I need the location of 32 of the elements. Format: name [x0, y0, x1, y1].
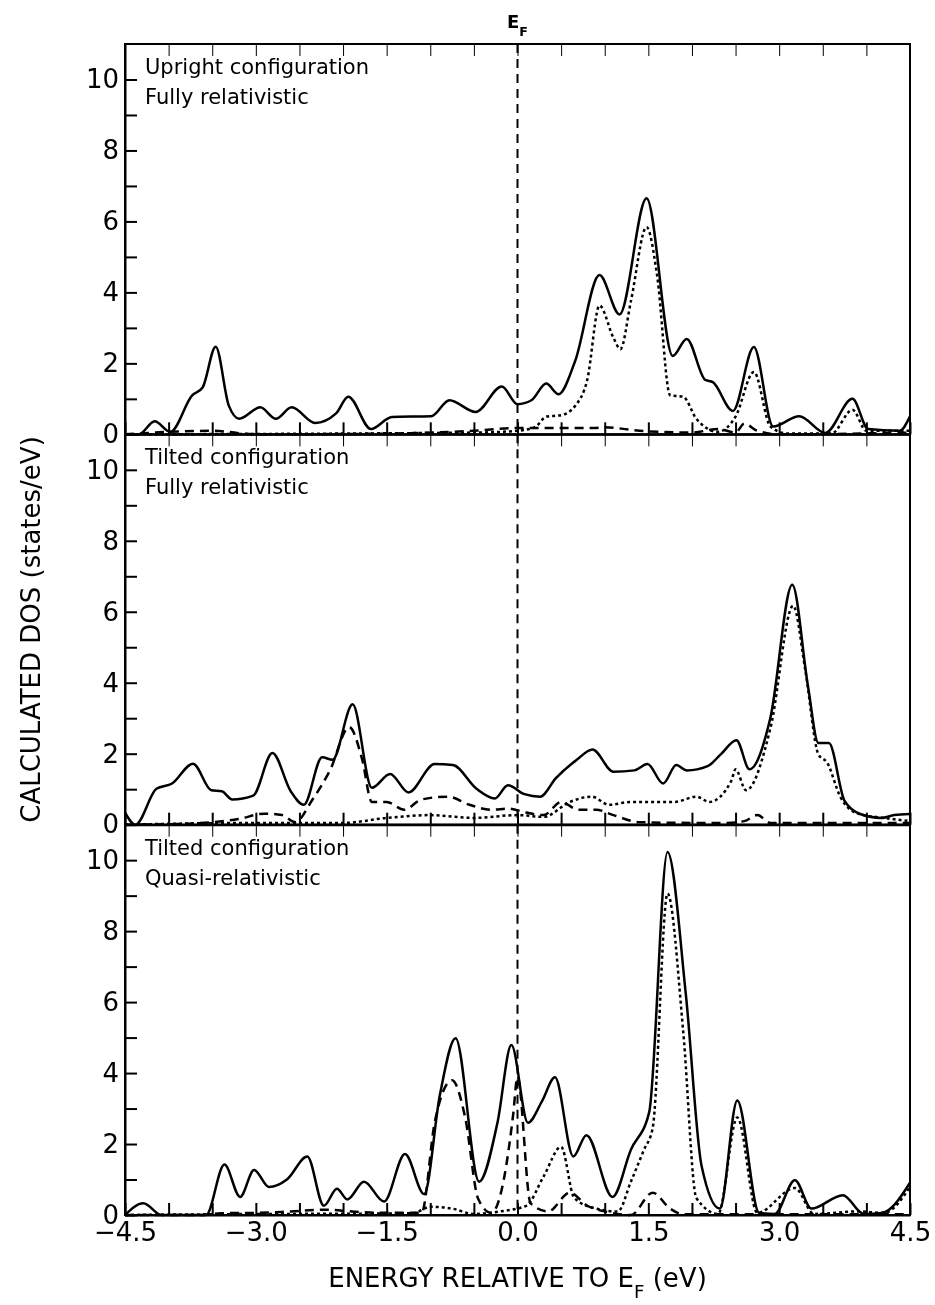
y-tick-label: 2 — [102, 738, 119, 769]
y-tick-label: 4 — [102, 277, 119, 308]
y-tick-label: 2 — [102, 348, 119, 379]
y-tick-label: 0 — [102, 809, 119, 840]
y-tick-label: 6 — [102, 596, 119, 627]
annotation: Tilted configuration — [144, 835, 350, 860]
x-tick-label: −1.5 — [355, 1217, 419, 1248]
ref-line-label: E$_{F}$ — [507, 11, 528, 39]
x-tick-label: 4.5 — [889, 1217, 932, 1248]
y-axis-title: CALCULATED DOS (states/eV) — [16, 436, 46, 823]
x-tick-label: 0.0 — [497, 1217, 539, 1248]
y-tick-label: 6 — [102, 206, 119, 237]
annotation: Fully relativistic — [145, 85, 309, 109]
x-tick-label: 3.0 — [758, 1217, 801, 1248]
y-tick-label: 8 — [102, 135, 119, 166]
annotation: Fully relativistic — [145, 475, 309, 500]
x-tick-label: −3.0 — [224, 1217, 288, 1248]
y-tick-label: 10 — [85, 844, 119, 875]
y-tick-label: 6 — [102, 986, 119, 1017]
y-tick-label: 4 — [102, 1057, 119, 1088]
x-axis-title: ENERGY RELATIVE TO E$_{F}$ (eV) — [328, 1263, 707, 1302]
annotation: Tilted configuration — [144, 445, 350, 470]
y-tick-label: 8 — [102, 525, 119, 556]
x-tick-label: 1.5 — [628, 1217, 670, 1248]
y-tick-label: 8 — [102, 915, 119, 946]
y-tick-label: 10 — [85, 454, 119, 485]
annotation: Upright configuration — [145, 55, 370, 79]
y-tick-label: 0 — [102, 419, 119, 450]
y-tick-label: 10 — [85, 64, 119, 95]
y-tick-label: 2 — [102, 1128, 119, 1159]
annotation: Quasi-relativistic — [145, 865, 321, 890]
y-tick-label: 4 — [102, 667, 119, 698]
